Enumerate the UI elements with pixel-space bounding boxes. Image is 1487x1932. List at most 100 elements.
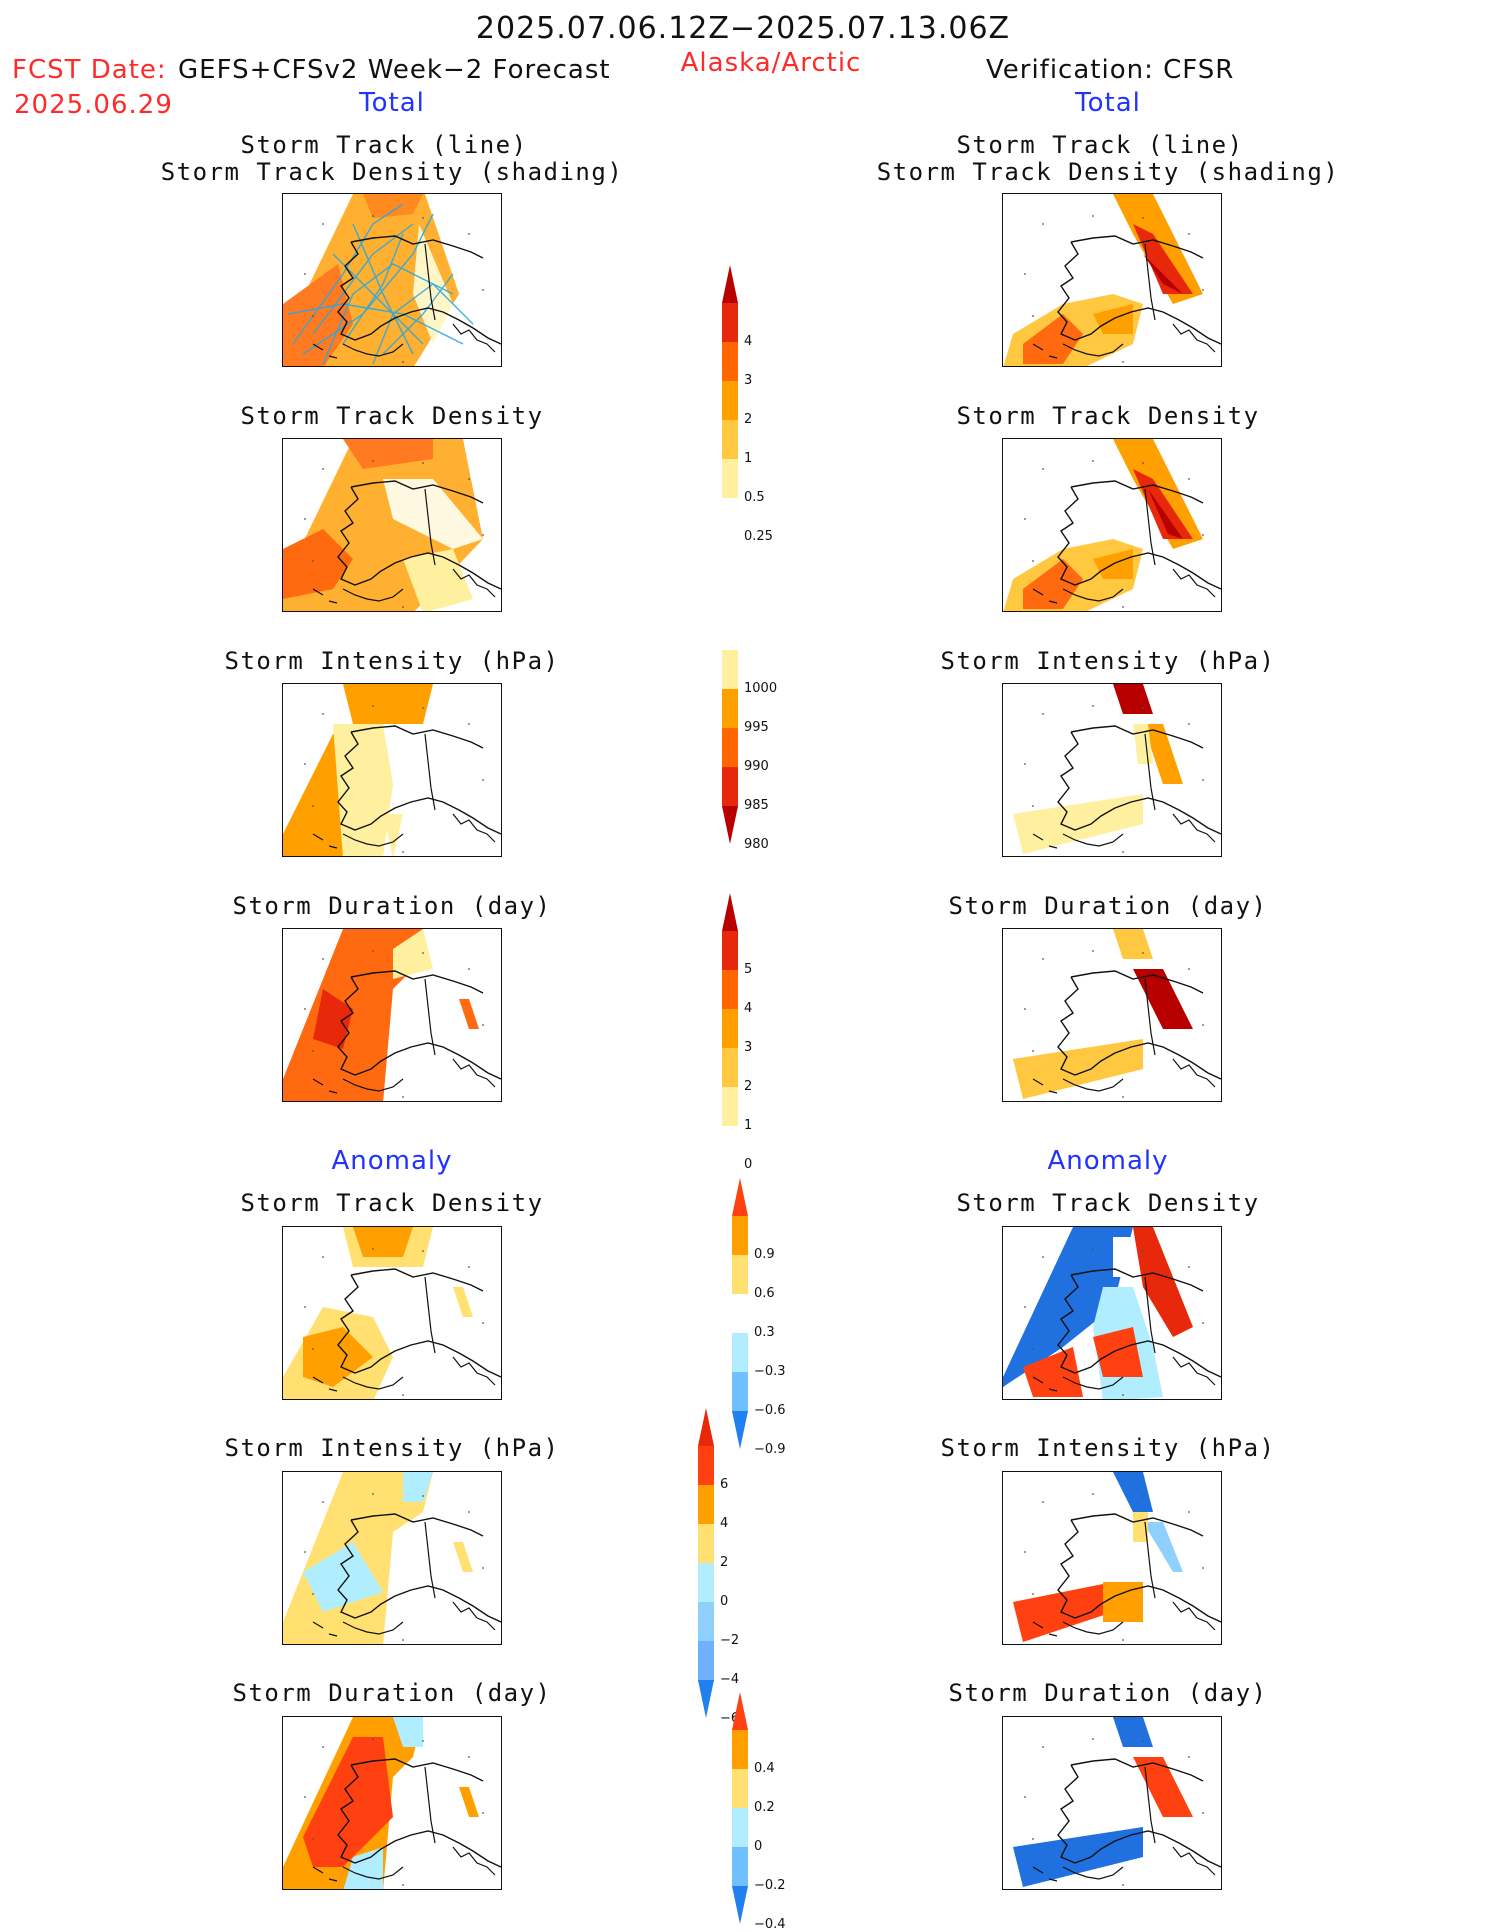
duration-swatch [722,1048,738,1087]
left-anomaly-label: Anomaly [331,1146,453,1176]
intensity-tick-label: 985 [744,798,769,813]
anom_intensity-tick-label: 6 [720,1477,729,1492]
anom_duration-swatch [732,1730,748,1769]
left-anom-duration-map [282,1716,502,1890]
right-track-shading-title: Storm Track Density (shading) [876,158,1340,186]
anom_density-swatch [732,1372,748,1411]
left-anom-intensity-map [282,1471,502,1645]
anom_density-tick-label: 0.6 [754,1286,775,1301]
right-anom-intensity-map [1002,1471,1222,1645]
duration-tip-top [722,893,738,931]
anom_intensity-swatch [698,1602,714,1641]
right-duration-title: Storm Duration (day) [948,892,1268,920]
right-storm-track-map [1002,193,1222,367]
anom_intensity-tick-label: −2 [720,1633,740,1648]
anom_density-tip-bottom [732,1411,748,1449]
duration-colorbar-svg [722,893,738,1126]
density-swatch [722,303,738,342]
left-track-shading-title: Storm Track Density (shading) [160,158,624,186]
anom_duration-swatch [732,1769,748,1808]
anom_intensity-tip-top [698,1408,714,1446]
density-swatch [722,459,738,498]
intensity-tick-label: 995 [744,720,769,735]
right-track-line-title: Storm Track (line) [956,131,1244,159]
density-colorbar-svg [722,265,738,498]
date-range-title: 2025.07.06.12Z−2025.07.13.06Z [475,11,1011,46]
density-tick-label: 0.25 [744,529,773,544]
verification-label: Verification: CFSR [986,55,1235,85]
intensity-tick-label: 990 [744,759,769,774]
right-anom-duration-title: Storm Duration (day) [948,1679,1268,1707]
right-anom-density-title: Storm Track Density [956,1189,1260,1217]
anom_duration-colorbar-svg [732,1692,748,1924]
anom_density-tick-label: −0.9 [754,1442,786,1457]
duration-tick-label: 5 [744,962,753,977]
anom_intensity-tip-bottom [698,1680,714,1718]
density-tick-label: 1 [744,451,753,466]
anom_intensity-tick-label: 2 [720,1555,729,1570]
fcst-label: FCST Date: [12,55,167,85]
density-swatch [722,342,738,381]
anom_intensity-tick-label: 0 [720,1594,729,1609]
anom_density-swatch [732,1333,748,1372]
left-anom-density-map [282,1226,502,1400]
anom_density-tick-label: 0.3 [754,1325,775,1340]
left-anom-intensity-title: Storm Intensity (hPa) [224,1434,560,1462]
fcst-model: GEFS+CFSv2 Week−2 Forecast [178,55,611,85]
anom_duration-swatch [732,1808,748,1847]
right-duration-map [1002,928,1222,1102]
anom_intensity-swatch [698,1485,714,1524]
duration-swatch [722,970,738,1009]
anom_intensity-swatch [698,1524,714,1563]
left-total-label: Total [359,88,425,118]
left-intensity-title: Storm Intensity (hPa) [224,647,560,675]
right-total-label: Total [1075,88,1141,118]
fcst-date: 2025.06.29 [14,90,173,120]
anom_density-tick-label: −0.3 [754,1364,786,1379]
duration-tick-label: 1 [744,1118,753,1133]
left-track-line-title: Storm Track (line) [240,131,528,159]
intensity-swatch [722,650,738,689]
right-anomaly-label: Anomaly [1047,1146,1169,1176]
region-label: Alaska/Arctic [680,48,862,78]
anom_duration-tick-label: 0.2 [754,1800,775,1815]
anom_density-swatch [732,1255,748,1294]
left-track-density-map [282,438,502,612]
left-anom-density-title: Storm Track Density [240,1189,544,1217]
duration-tick-label: 2 [744,1079,753,1094]
density-swatch [722,420,738,459]
right-intensity-title: Storm Intensity (hPa) [940,647,1276,675]
right-intensity-map [1002,683,1222,857]
anom_density-tick-label: −0.6 [754,1403,786,1418]
anom_duration-tip-top [732,1692,748,1730]
density-tick-label: 2 [744,412,753,427]
duration-swatch [722,1009,738,1048]
right-anom-intensity-title: Storm Intensity (hPa) [940,1434,1276,1462]
intensity-colorbar-svg [722,650,738,844]
left-storm-track-map [282,193,502,367]
intensity-tick-label: 980 [744,837,769,852]
duration-tick-label: 0 [744,1157,753,1172]
anom_intensity-swatch [698,1446,714,1485]
density-tip-top [722,265,738,303]
left-duration-map [282,928,502,1102]
anom_density-tip-top [732,1178,748,1216]
anom_duration-tick-label: 0.4 [754,1761,775,1776]
intensity-tip-bottom [722,806,738,844]
right-anom-duration-map [1002,1716,1222,1890]
anom_intensity-swatch [698,1641,714,1680]
intensity-swatch [722,689,738,728]
density-tick-label: 0.5 [744,490,765,505]
anom_density-swatch [732,1216,748,1255]
anom_duration-tip-bottom [732,1886,748,1924]
right-density-map [1002,438,1222,612]
duration-swatch [722,1087,738,1126]
right-anom-density-map [1002,1226,1222,1400]
left-density-title: Storm Track Density [240,402,544,430]
density-swatch [722,381,738,420]
left-anom-duration-title: Storm Duration (day) [232,1679,552,1707]
density-tick-label: 3 [744,373,753,388]
anom_intensity-tick-label: 4 [720,1516,729,1531]
anom_intensity-colorbar-svg [698,1408,714,1718]
duration-swatch [722,931,738,970]
